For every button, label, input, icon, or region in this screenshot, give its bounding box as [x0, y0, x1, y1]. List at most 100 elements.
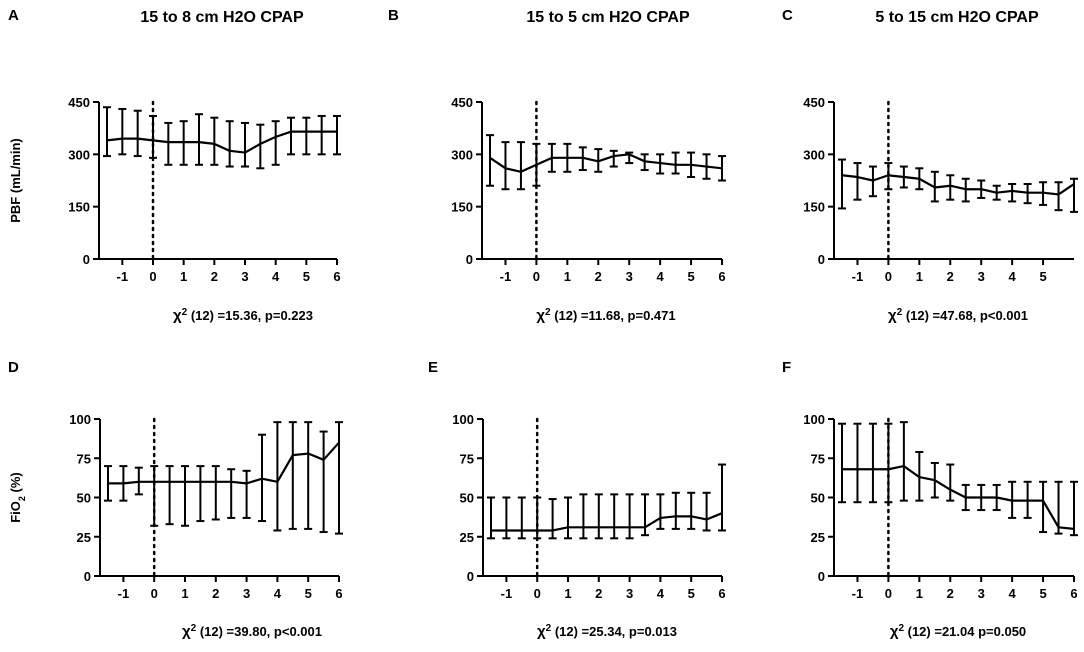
panel-label: D	[8, 359, 19, 376]
x-tick-label: 5	[1039, 269, 1046, 284]
y-tick-label: 0	[84, 569, 91, 584]
x-tick-label: 5	[305, 586, 312, 601]
x-tick-label: 4	[1009, 586, 1017, 601]
x-tick-label: -1	[118, 586, 130, 601]
x-tick-label: 5	[1039, 586, 1046, 601]
y-tick-label: 50	[77, 491, 91, 506]
x-tick-label: 0	[151, 586, 158, 601]
panel-label: A	[8, 7, 19, 24]
x-tick-label: 3	[978, 269, 985, 284]
y-tick-label: 450	[68, 95, 90, 110]
y-tick-label: 100	[69, 412, 91, 427]
y-axis-label: FiO2 (%)	[8, 472, 27, 523]
series-fio2	[838, 421, 1078, 537]
y-tick-label: 0	[466, 252, 473, 267]
x-tick-label: 1	[916, 269, 923, 284]
y-tick-label: 0	[818, 569, 825, 584]
y-tick-label: 50	[811, 491, 825, 506]
x-tick-label: 2	[595, 586, 602, 601]
y-tick-label: 75	[460, 451, 474, 466]
x-tick-label: 2	[947, 269, 954, 284]
y-tick-label: 150	[451, 200, 473, 215]
x-tick-label: 6	[718, 586, 725, 601]
x-tick-label: 0	[885, 586, 892, 601]
x-tick-label: 1	[564, 586, 571, 601]
x-tick-label: 0	[885, 269, 892, 284]
y-tick-label: 450	[451, 95, 473, 110]
x-tick-label: -1	[117, 269, 129, 284]
x-tick-label: -1	[852, 586, 864, 601]
y-tick-label: 450	[803, 95, 825, 110]
y-tick-label: 75	[77, 451, 91, 466]
x-tick-label: 4	[272, 269, 280, 284]
y-tick-label: 100	[803, 412, 825, 427]
panel-d: D 0 25 50 75 100 -1 0 1 2 3 4 5 6 FiO2 (%) χ2 (12) =39.…	[8, 359, 343, 640]
x-tick-label: 3	[241, 269, 248, 284]
y-tick-label: 50	[460, 491, 474, 506]
x-tick-label: 3	[243, 586, 250, 601]
x-tick-label: 1	[181, 586, 188, 601]
panel-label: C	[782, 7, 793, 24]
series-fio2	[487, 463, 726, 540]
x-tick-label: -1	[500, 269, 512, 284]
y-tick-label: 300	[803, 147, 825, 162]
panel-label: B	[388, 7, 399, 24]
x-tick-label: 4	[657, 269, 665, 284]
x-tick-label: 6	[1070, 586, 1077, 601]
stat-label: χ2 (12) =47.68, p<0.001	[888, 307, 1028, 325]
series-pbf	[103, 106, 341, 170]
y-axis-label: PBF (mL/min)	[8, 138, 23, 223]
x-tick-label: 5	[688, 586, 695, 601]
x-tick-label: 2	[211, 269, 218, 284]
mean-line	[106, 130, 337, 154]
x-tick-label: -1	[852, 269, 864, 284]
mean-line	[108, 441, 340, 485]
stat-label: χ2 (12) =25.34, p=0.013	[537, 623, 677, 641]
x-tick-label: 0	[534, 586, 541, 601]
series-pbf	[486, 134, 726, 191]
mean-line	[842, 465, 1075, 530]
x-tick-label: 6	[335, 586, 342, 601]
panel-b: B 15 to 5 cm H2O CPAP 0 150 300 450 -1 0 1 2 3 4 5 6 χ…	[388, 7, 726, 324]
panel-title: 5 to 15 cm H2O CPAP	[875, 9, 1039, 26]
y-tick-label: 25	[811, 530, 825, 545]
y-tick-label: 300	[68, 147, 90, 162]
panel-f: F 0 25 50 75 100 -1 0 1 2 3 4 5 6 χ2 (12) =21.04 p=0.0…	[782, 359, 1078, 640]
y-tick-label: 300	[451, 147, 473, 162]
x-tick-label: 6	[718, 269, 725, 284]
y-tick-label: 100	[452, 412, 474, 427]
x-tick-label: 2	[947, 586, 954, 601]
stat-label: χ2 (12) =39.80, p<0.001	[182, 623, 322, 641]
y-tick-label: 25	[77, 530, 91, 545]
panel-a: A 15 to 8 cm H2O CPAP 0 150 300 450 -1 0 1 2 3 4 5 6 P…	[8, 7, 341, 324]
y-tick-label: 0	[467, 569, 474, 584]
panel-title: 15 to 5 cm H2O CPAP	[526, 9, 690, 26]
x-tick-label: 2	[212, 586, 219, 601]
x-tick-label: 0	[149, 269, 156, 284]
panel-e: E 0 25 50 75 100 -1 0 1 2 3 4 5 6 χ2 (12) =25.34, p=0.…	[428, 359, 726, 640]
panel-c: C 5 to 15 cm H2O CPAP 0 150 300 450 -1 0 1 2 3 4 5 χ2…	[782, 7, 1078, 324]
x-tick-label: 6	[333, 269, 340, 284]
mean-line	[489, 153, 723, 173]
x-tick-label: 5	[687, 269, 694, 284]
panel-label: E	[428, 359, 438, 376]
y-tick-label: 150	[803, 200, 825, 215]
y-tick-label: 0	[83, 252, 90, 267]
x-tick-label: 4	[1009, 269, 1017, 284]
x-tick-label: 1	[916, 586, 923, 601]
series-fio2	[104, 421, 343, 535]
mean-line	[841, 174, 1075, 196]
x-tick-label: 2	[595, 269, 602, 284]
stat-label: χ2 (12) =11.68, p=0.471	[536, 307, 675, 325]
mean-line	[491, 512, 723, 532]
y-tick-label: 75	[811, 451, 825, 466]
y-tick-label: 150	[68, 200, 90, 215]
x-tick-label: 3	[626, 586, 633, 601]
series-pbf	[838, 158, 1078, 213]
panel-title: 15 to 8 cm H2O CPAP	[140, 9, 304, 26]
x-tick-label: 5	[303, 269, 310, 284]
x-tick-label: -1	[501, 586, 513, 601]
y-tick-label: 25	[460, 530, 474, 545]
